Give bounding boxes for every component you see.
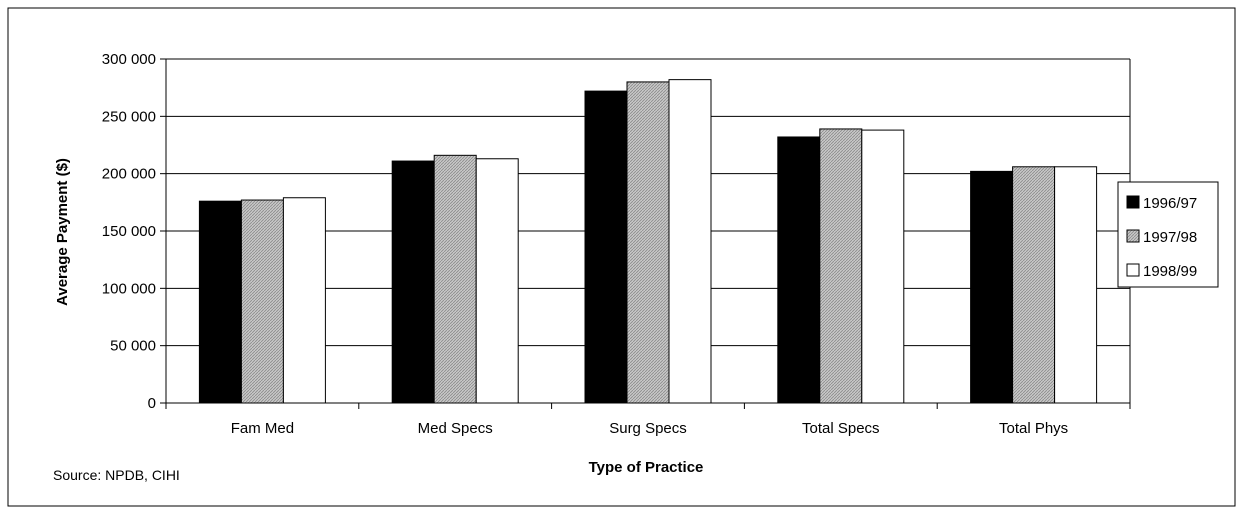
- bar: [1054, 166, 1098, 404]
- legend-swatch: [1126, 195, 1140, 209]
- bar: [819, 128, 863, 404]
- gridlines: [166, 58, 1130, 347]
- y-tick-label: 100 000: [102, 280, 156, 297]
- bar: [282, 197, 326, 404]
- bar: [626, 81, 670, 404]
- legend-label: 1998/99: [1143, 263, 1197, 280]
- y-tick-labels: 0 50 000 100 000 150 000 200 000 250 000 300 0…: [102, 51, 156, 412]
- y-axis-title: Average Payment ($): [54, 158, 71, 306]
- outer-border: [7, 7, 1236, 507]
- y-tick-label: 0: [148, 395, 156, 412]
- legend-label: 1997/98: [1143, 229, 1197, 246]
- bar: [240, 199, 284, 404]
- bar: [433, 154, 477, 404]
- legend: 1996/97 1997/98 1998/99: [1117, 181, 1219, 288]
- bar: [475, 158, 519, 404]
- y-tick-label: 300 000: [102, 51, 156, 68]
- bar: [668, 79, 712, 404]
- y-tick-label: 50 000: [110, 338, 156, 355]
- x-tick-label: Fam Med: [231, 420, 294, 437]
- source-note: Source: NPDB, CIHI: [53, 467, 180, 483]
- bar: [777, 136, 821, 404]
- x-tick-label: Surg Specs: [609, 420, 687, 437]
- x-tick-label: Total Specs: [802, 420, 880, 437]
- x-tick-label: Total Phys: [999, 420, 1068, 437]
- bar: [861, 129, 905, 404]
- bar: [391, 160, 435, 404]
- bars: [198, 79, 1098, 404]
- legend-swatch: [1126, 263, 1140, 277]
- bar: [970, 170, 1014, 404]
- bar: [198, 200, 242, 404]
- x-tick-label: Med Specs: [418, 420, 493, 437]
- legend-swatch: [1126, 229, 1140, 243]
- bar: [1012, 166, 1056, 404]
- bar: [584, 90, 628, 404]
- y-tick-label: 250 000: [102, 108, 156, 125]
- y-tick-label: 150 000: [102, 223, 156, 240]
- y-tick-label: 200 000: [102, 166, 156, 183]
- x-tick-labels: Fam Med Med Specs Surg Specs Total Specs Tot…: [231, 420, 1068, 437]
- legend-label: 1996/97: [1143, 195, 1197, 212]
- x-axis-title: Type of Practice: [589, 459, 704, 476]
